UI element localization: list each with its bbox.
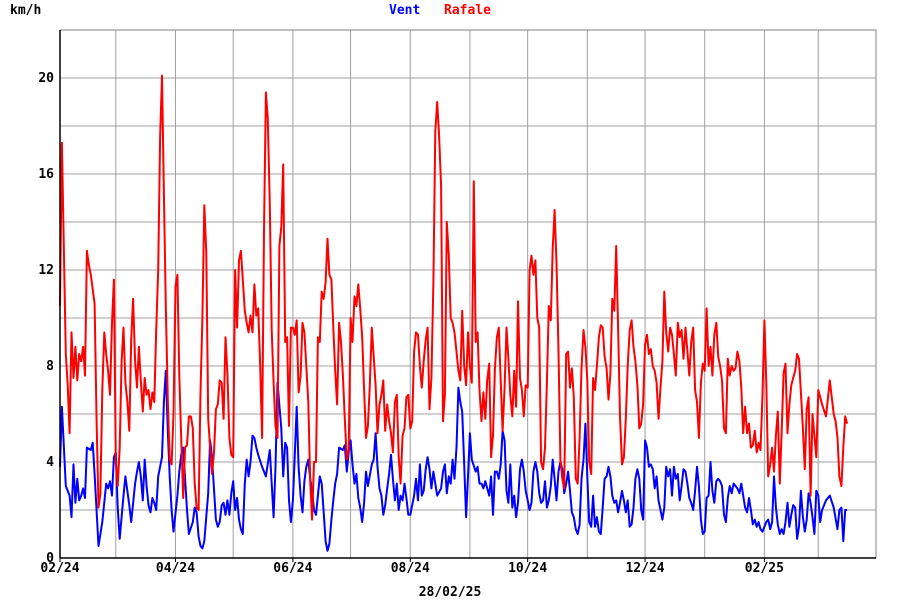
x-tick-label: 08/24: [391, 561, 430, 576]
y-tick-label: 12: [38, 263, 54, 278]
y-tick-label: 0: [46, 551, 54, 566]
series-line-vent: [59, 369, 848, 552]
series-line-rafale: [59, 74, 849, 521]
y-tick-label: 8: [46, 359, 54, 374]
x-tick-label: 02/24: [40, 561, 79, 576]
y-tick-label: 20: [38, 71, 54, 86]
x-tick-label: 04/24: [156, 561, 195, 576]
series-lines: [59, 74, 849, 552]
legend-rafale: Rafale: [444, 3, 491, 18]
x-tick-label: 12/24: [625, 561, 664, 576]
y-tick-label: 4: [46, 455, 54, 470]
axes: 0 4 8 12 16 20 02/24 04/24 06/24 08/24 10/24 12/24 0…: [38, 30, 876, 576]
x-tick-label: 10/24: [508, 561, 547, 576]
y-tick-label: 16: [38, 167, 54, 182]
x-tick-label: 02/25: [745, 561, 784, 576]
date-label: 28/02/25: [419, 585, 482, 600]
x-tick-label: 06/24: [273, 561, 312, 576]
legend-vent: Vent: [389, 3, 420, 18]
y-unit-label: km/h: [10, 3, 41, 18]
